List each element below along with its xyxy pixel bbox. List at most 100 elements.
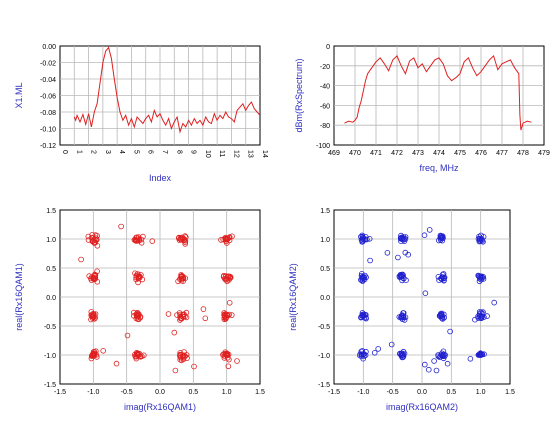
chart4-point [467,355,474,362]
chart4-point [360,355,367,362]
chart2-marks [344,54,532,131]
chart2-ytick-label: 0 [326,44,330,51]
chart4-point [398,274,404,280]
chart3-point [165,311,172,317]
chart1-xtick-label: 12 [232,150,239,158]
chart4-point [439,353,446,360]
chart1-ytick-label: -0.02 [40,61,56,68]
chart4-point [358,270,365,277]
chart3-point [134,351,140,357]
chart3-xtick-label: 0.0 [155,389,165,396]
chart3-point [184,355,190,361]
chart4-y-axis-label: real(Rx16QAM2) [288,263,298,331]
chart2-xtick-label: 470 [349,150,361,157]
chart3-point [225,363,232,370]
chart3-point [176,235,182,241]
chart4-xtick-label: -1.5 [328,389,340,396]
chart4-point [435,273,442,280]
chart2-xtick-label: 476 [475,150,487,157]
chart4-point [476,233,482,240]
chart1-xtick-label: 13 [247,150,254,158]
chart2-y-axis-label: dBm(RxSpectrum) [294,58,304,132]
chart4-ytick-label: 1.0 [320,237,330,244]
chart4-point [359,232,366,239]
chart3-point [177,235,184,241]
chart3-point [135,279,141,286]
chart3-ytick-label: 1.0 [46,237,56,244]
chart4-point [384,250,391,256]
chart3-xtick-label: 1.5 [255,389,265,396]
chart3-ytick-label: 1.5 [46,208,56,215]
chart1-ytick-label: 0.00 [42,44,56,51]
chart3-point [200,306,207,312]
chart4-point [431,358,437,364]
chart4-point [402,249,409,256]
chart4-point [476,352,483,358]
chart3-point [224,273,231,280]
chart4-point [437,235,444,241]
chart2-xtick-label: 473 [412,150,424,157]
chart4-point [447,328,453,335]
chart3-point [224,350,230,357]
chart3-point [226,299,233,306]
chart4-ytick-label: 1.5 [320,208,330,215]
chart4-point [437,232,444,239]
chart3-point [132,236,139,243]
chart1-xtick-label: 6 [147,150,154,154]
chart3-point [94,354,100,360]
chart4-point [433,367,440,374]
chart3-point [220,236,227,243]
chart2-x-axis-label: freq, MHz [419,163,459,173]
chart2-ytick-label: -20 [320,64,330,71]
chart3-group: 1.5 1.0 0.5 0.0 -0.5 -1.0 -1.5-1.5 -1.0 -0.5 0.0 0… [14,208,265,412]
chart3-point [85,233,92,240]
chart3-ytick-label: -0.5 [44,324,56,331]
chart4-point [472,316,478,323]
chart3-point [131,312,137,319]
chart1-ytick-label: -0.08 [40,110,56,117]
chart3-point [138,272,144,278]
chart4-ytick-label: 0.5 [320,266,330,273]
chart3-point [94,243,101,249]
chart3-point [181,354,187,361]
chart4-point [475,315,482,321]
chart2-ytick-label: -100 [316,143,330,150]
chart2-ytick-label: -60 [320,103,330,110]
chart1-xtick-label: 8 [175,150,182,154]
chart4-point [421,232,428,239]
chart3-point [183,234,189,240]
chart3-point [221,355,228,361]
chart2-xtick-label: 477 [496,150,508,157]
chart3-point [118,223,124,230]
chart3-y-axis-label: real(Rx16QAM1) [14,263,24,331]
chart4-marks [357,227,498,374]
chart4-point [422,290,429,297]
chart1-ytick-label: -0.06 [40,94,56,101]
chart4-point [476,275,483,282]
chart3-ytick-label: -1.5 [44,382,56,389]
chart3-point [91,349,98,355]
chart3-xtick-label: -1.0 [87,389,99,396]
chart2-xtick-label: 472 [391,150,403,157]
chart4-xtick-label: -1.0 [357,389,369,396]
chart4-point [375,346,382,352]
chart4-ytick-label: 0.0 [320,295,330,302]
chart1-xtick-label: 7 [161,150,168,154]
chart3-point [223,236,229,243]
chart4-point [366,236,373,242]
chart4-point [479,310,486,317]
chart3-point [92,314,99,321]
chart4-xtick-label: 1.0 [476,389,486,396]
chart4-xtick-label: 0.5 [446,389,456,396]
chart4-x-axis-label: imag(Rx16QAM2) [386,402,458,412]
chart3-point [180,352,187,359]
chart3-point [149,238,156,244]
chart3-point [234,358,240,364]
chart4-point [478,276,484,283]
chart3-point [221,312,228,318]
chart1-series-line [73,46,260,134]
chart1-ytick-label: -0.04 [40,77,56,84]
chart3-ytick-label: -1.0 [44,353,56,360]
chart4-point [359,273,366,280]
chart3-ytick-label: 0.5 [46,266,56,273]
